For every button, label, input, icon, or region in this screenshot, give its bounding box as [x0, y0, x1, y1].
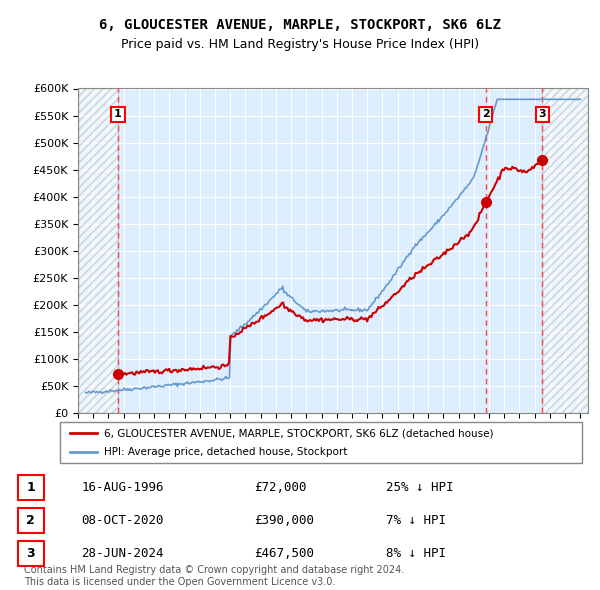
Text: 3: 3 — [26, 547, 35, 560]
FancyBboxPatch shape — [18, 476, 44, 500]
Text: HPI: Average price, detached house, Stockport: HPI: Average price, detached house, Stoc… — [104, 447, 348, 457]
Text: 2: 2 — [26, 514, 35, 527]
Text: 7% ↓ HPI: 7% ↓ HPI — [386, 514, 446, 527]
Text: 16-AUG-1996: 16-AUG-1996 — [81, 481, 164, 494]
FancyBboxPatch shape — [60, 422, 582, 463]
Text: 6, GLOUCESTER AVENUE, MARPLE, STOCKPORT, SK6 6LZ (detached house): 6, GLOUCESTER AVENUE, MARPLE, STOCKPORT,… — [104, 428, 494, 438]
Bar — [78, 88, 118, 413]
Text: £72,000: £72,000 — [254, 481, 307, 494]
Text: 3: 3 — [538, 110, 546, 119]
Text: £467,500: £467,500 — [254, 547, 314, 560]
Text: 1: 1 — [26, 481, 35, 494]
Text: 28-JUN-2024: 28-JUN-2024 — [81, 547, 164, 560]
Text: Price paid vs. HM Land Registry's House Price Index (HPI): Price paid vs. HM Land Registry's House … — [121, 38, 479, 51]
Text: 6, GLOUCESTER AVENUE, MARPLE, STOCKPORT, SK6 6LZ: 6, GLOUCESTER AVENUE, MARPLE, STOCKPORT,… — [99, 18, 501, 32]
FancyBboxPatch shape — [18, 542, 44, 566]
FancyBboxPatch shape — [18, 509, 44, 533]
Text: 1: 1 — [114, 110, 122, 119]
Text: 25% ↓ HPI: 25% ↓ HPI — [386, 481, 454, 494]
Text: Contains HM Land Registry data © Crown copyright and database right 2024.
This d: Contains HM Land Registry data © Crown c… — [24, 565, 404, 587]
Text: 2: 2 — [482, 110, 490, 119]
Text: 08-OCT-2020: 08-OCT-2020 — [81, 514, 164, 527]
Text: £390,000: £390,000 — [254, 514, 314, 527]
Text: 8% ↓ HPI: 8% ↓ HPI — [386, 547, 446, 560]
Bar — [542, 88, 588, 413]
